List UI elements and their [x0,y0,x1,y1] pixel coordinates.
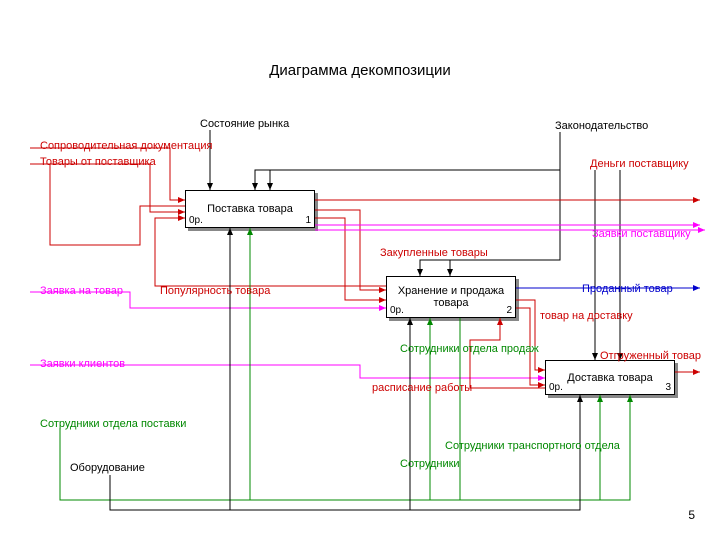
flow-label: Законодательство [555,120,648,132]
flow-label: Проданный товар [582,283,673,295]
flow-label: Сотрудники [400,458,460,470]
flow-label: Заявка на товар [40,285,123,297]
flow-label: Оборудование [70,462,145,474]
flow-label: Товары от поставщика [40,156,156,168]
page-number: 5 [688,508,695,522]
flow-label: Отгруженный товар [600,350,701,362]
flow-label: Заявки поставщику [592,228,691,240]
flow-label: Заявки клиентов [40,358,125,370]
flow-label: Сотрудники отдела продаж [400,343,539,355]
flow-label: товар на доставку [540,310,633,322]
flow-label: Сопроводительная документация [40,140,212,152]
arrows-layer [0,0,720,540]
flow-label: Популярность товара [160,285,270,297]
flow-label: Закупленные товары [380,247,488,259]
flow-label: Сотрудники транспортного отдела [445,440,620,452]
flow-label: Состояние рынка [200,118,289,130]
flow-label: Сотрудники отдела поставки [40,418,186,430]
flow-label: расписание работы [372,382,472,394]
flow-label: Деньги поставщику [590,158,689,170]
